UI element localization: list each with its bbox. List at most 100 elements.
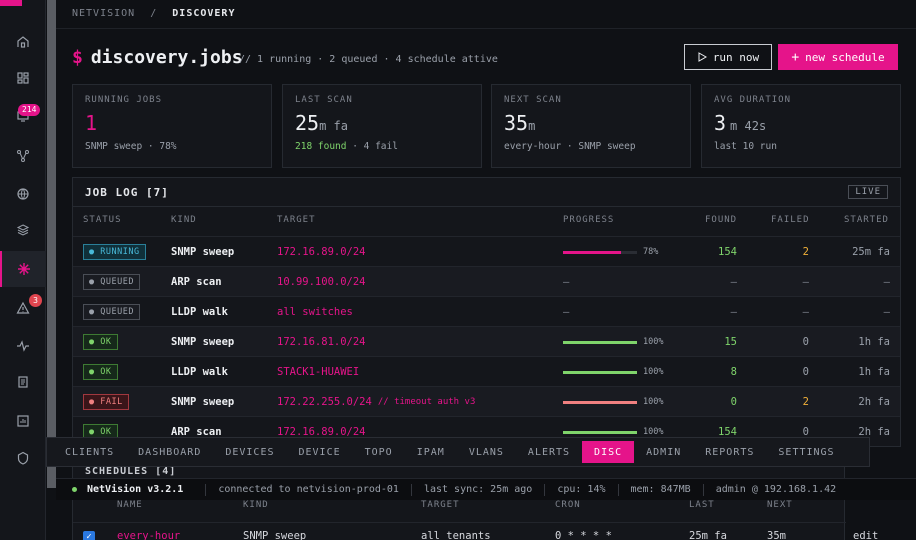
run-now-button[interactable]: run now — [684, 44, 772, 70]
stat-subtext: every-hour · SNMP sweep — [504, 141, 636, 152]
sidebar-item-vlans[interactable] — [0, 212, 46, 248]
stat-value-unit: m fa — [319, 119, 348, 133]
sidebar-item-charts[interactable] — [0, 403, 46, 439]
brand-mark — [0, 0, 22, 6]
tab-dashboard[interactable]: DASHBOARD — [138, 446, 202, 458]
job-target[interactable]: all switches — [277, 306, 353, 318]
table-row[interactable]: ● OK ARP scan 172.16.89.0/24 100% 154 0 2h fa — [73, 416, 900, 446]
sidebar-item-ipam[interactable] — [0, 176, 46, 212]
col-header-failed[interactable]: FAILED — [771, 215, 810, 225]
table-row[interactable]: ● OK SNMP sweep 172.16.81.0/24 100% 15 0 1h fa — [73, 326, 900, 357]
tab-clients[interactable]: CLIENTS — [65, 446, 115, 458]
job-kind: ARP scan — [171, 426, 222, 438]
tab-devices[interactable]: DEVICES — [225, 446, 275, 458]
vertical-scrollbar[interactable] — [47, 0, 56, 488]
schedule-enabled-checkbox[interactable]: ✓ — [83, 531, 95, 540]
progress-cell: — — [563, 297, 569, 327]
sidebar-item-devices[interactable]: 214 — [0, 98, 46, 134]
sidebar-item-topology[interactable] — [0, 138, 46, 174]
stat-value-unit: m — [528, 119, 536, 133]
sched-col-kind[interactable]: KIND — [243, 500, 269, 510]
found-count: 8 — [730, 366, 737, 378]
table-row[interactable]: ● QUEUED ARP scan 10.99.100.0/24 — — — — — [73, 266, 900, 297]
sched-col-target[interactable]: TARGET — [421, 500, 460, 510]
tab-ipam[interactable]: IPAM — [416, 446, 445, 458]
progress-fill — [563, 340, 637, 344]
tab-vlans[interactable]: VLANS — [468, 446, 504, 458]
divider — [205, 483, 207, 496]
progress-fill — [563, 370, 637, 374]
breadcrumb-root[interactable]: NETVISION — [72, 8, 136, 19]
schedule-next: 35m — [767, 530, 786, 540]
failed-count: 2 — [802, 396, 809, 408]
progress-fill — [563, 250, 621, 254]
table-row[interactable]: ● OK LLDP walk STACK1-HUAWEI 100% 8 0 1h fa — [73, 356, 900, 387]
target-cell: all switches — [277, 297, 353, 327]
new-schedule-button[interactable]: + new schedule — [778, 44, 898, 70]
job-kind: SNMP sweep — [171, 396, 235, 408]
sched-col-cron[interactable]: CRON — [555, 500, 581, 510]
job-target[interactable]: 10.99.100.0/24 — [277, 276, 366, 288]
schedule-edit-link[interactable]: edit — [853, 530, 879, 540]
status-badge-label: QUEUED — [100, 277, 134, 287]
found-count: 154 — [718, 246, 737, 258]
progress-cell: 78% — [563, 237, 658, 267]
schedule-kind: SNMP sweep — [243, 530, 307, 540]
sidebar-item-alerts[interactable]: 3 — [0, 290, 46, 326]
dashboard-icon — [17, 72, 29, 84]
tab-reports[interactable]: REPORTS — [705, 446, 755, 458]
run-now-label: run now — [712, 50, 760, 64]
job-target[interactable]: 172.16.89.0/24 — [277, 426, 366, 438]
col-header-found[interactable]: FOUND — [705, 215, 738, 225]
sched-col-name[interactable]: NAME — [117, 500, 143, 510]
job-target[interactable]: 172.16.81.0/24 — [277, 336, 366, 348]
target-cell: 172.22.255.0/24 // timeout auth v3 — [277, 387, 475, 417]
failed-count: — — [802, 276, 809, 288]
stat-label: NEXT SCAN — [504, 95, 562, 105]
job-target[interactable]: 172.16.89.0/24 — [277, 246, 366, 258]
sidebar-item-activity[interactable] — [0, 328, 46, 364]
stat-card-last-scan: LAST SCAN 25m fa 218 found · 4 fail — [282, 84, 482, 168]
target-cell: STACK1-HUAWEI — [277, 357, 359, 387]
job-target[interactable]: 172.22.255.0/24 — [277, 396, 372, 408]
page-title-text: discovery.jobs — [90, 47, 243, 68]
tab-device[interactable]: DEVICE — [298, 446, 341, 458]
sidebar-item-dashboard[interactable] — [0, 60, 46, 96]
tab-settings[interactable]: SETTINGS — [778, 446, 835, 458]
job-note: // timeout auth v3 — [377, 397, 476, 407]
sidebar-item-discovery[interactable] — [0, 251, 46, 287]
failed-count: — — [802, 306, 809, 318]
col-header-started[interactable]: STARTED — [844, 215, 889, 225]
col-header-progress[interactable]: PROGRESS — [563, 215, 615, 225]
schedule-row[interactable]: ✓ every-hour SNMP sweep all tenants 0 * … — [73, 522, 878, 540]
user-text: admin @ 192.168.1.42 — [715, 484, 837, 495]
tab-admin[interactable]: ADMIN — [646, 446, 682, 458]
job-target[interactable]: STACK1-HUAWEI — [277, 366, 360, 378]
tab-topo[interactable]: TOPO — [364, 446, 393, 458]
sched-col-next[interactable]: NEXT — [767, 500, 793, 510]
stat-label: LAST SCAN — [295, 95, 353, 105]
sidebar-item-security[interactable] — [0, 440, 46, 476]
found-count: 15 — [724, 336, 737, 348]
status-cell: ● RUNNING — [83, 237, 146, 267]
table-row[interactable]: ● RUNNING SNMP sweep 172.16.89.0/24 78% 154 2… — [73, 236, 900, 267]
status-cell: ● QUEUED — [83, 267, 140, 297]
status-cell: ● QUEUED — [83, 297, 140, 327]
sidebar-item-reports[interactable] — [0, 364, 46, 400]
sched-col-last[interactable]: LAST — [689, 500, 715, 510]
started-time: 2h fa — [858, 426, 890, 438]
status-cell: ● OK — [83, 327, 118, 357]
table-row[interactable]: ● FAIL SNMP sweep 172.22.255.0/24 // timeou… — [73, 386, 900, 417]
tab-disc[interactable]: DISC — [582, 441, 635, 463]
col-header-status[interactable]: STATUS — [83, 215, 122, 225]
stat-value-number: 25 — [295, 111, 320, 135]
col-header-target[interactable]: TARGET — [277, 215, 316, 225]
started-time: 1h fa — [858, 366, 890, 378]
col-header-kind[interactable]: KIND — [171, 215, 197, 225]
header-divider — [56, 28, 916, 29]
tab-alerts[interactable]: ALERTS — [527, 446, 571, 458]
table-row[interactable]: ● QUEUED LLDP walk all switches — — — — — [73, 296, 900, 327]
sidebar-item-clients[interactable] — [0, 24, 46, 60]
progress-bar — [563, 250, 637, 254]
status-badge-label: RUNNING — [100, 247, 140, 257]
